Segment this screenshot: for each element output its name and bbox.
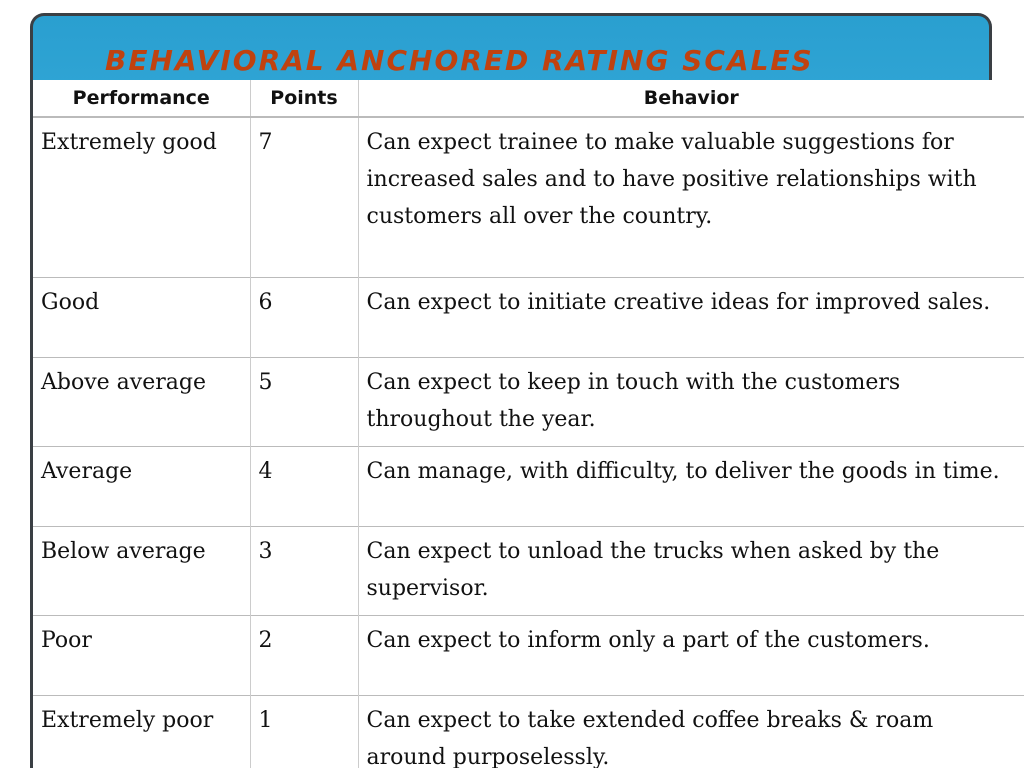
header-row: Performance Points Behavior: [33, 80, 1024, 118]
table-cell: 4: [249, 445, 358, 526]
table-cell: Average: [33, 445, 250, 526]
table-row: Extremely poor 1 Can expect to take extend…: [33, 694, 1024, 768]
column-header: Points: [249, 80, 358, 118]
column-header: Behavior: [357, 80, 1024, 118]
table-row: Extremely good 7 Can expect trainee to mak…: [33, 116, 1024, 277]
table-row: Average 4 Can manage, with difficulty, to …: [33, 445, 1024, 526]
table-cell: Above average: [33, 356, 250, 446]
table-row: Poor 2 Can expect to inform only a part of…: [33, 614, 1024, 695]
table-cell: Can expect to unload the trucks when ask…: [357, 525, 1024, 615]
slide-title: BEHAVIORAL ANCHORED RATING SCALES: [105, 44, 814, 77]
column-header: Performance: [33, 80, 250, 118]
table-row: Good 6 Can expect to initiate creative ide…: [33, 276, 1024, 357]
table-cell: Extremely poor: [33, 694, 250, 768]
table-cell: Good: [33, 276, 250, 357]
table-cell: 6: [249, 276, 358, 357]
table-cell: Extremely good: [33, 116, 250, 277]
table-cell: Can expect trainee to make valuable sugg…: [357, 116, 1024, 277]
table-cell: 3: [249, 525, 358, 615]
table-cell: 1: [249, 694, 358, 768]
table-row: Above average 5 Can expect to keep in touc…: [33, 356, 1024, 446]
table-row: Below average 3 Can expect to unload the t…: [33, 525, 1024, 615]
table-cell: Can expect to initiate creative ideas fo…: [357, 276, 1024, 357]
table-cell: Poor: [33, 614, 250, 695]
table-cell: 5: [249, 356, 358, 446]
table-cell: Below average: [33, 525, 250, 615]
table-cell: 7: [249, 116, 358, 277]
table-cell: 2: [249, 614, 358, 695]
rating-table: Performance Points Behavior Extremely good…: [33, 80, 1024, 768]
table-body: Extremely good 7 Can expect trainee to mak…: [33, 116, 1024, 768]
table-cell: Can expect to take extended coffee break…: [357, 694, 1024, 768]
table-cell: Can manage, with difficulty, to deliver …: [357, 445, 1024, 526]
table-cell: Can expect to inform only a part of the …: [357, 614, 1024, 695]
table-cell: Can expect to keep in touch with the cus…: [357, 356, 1024, 446]
